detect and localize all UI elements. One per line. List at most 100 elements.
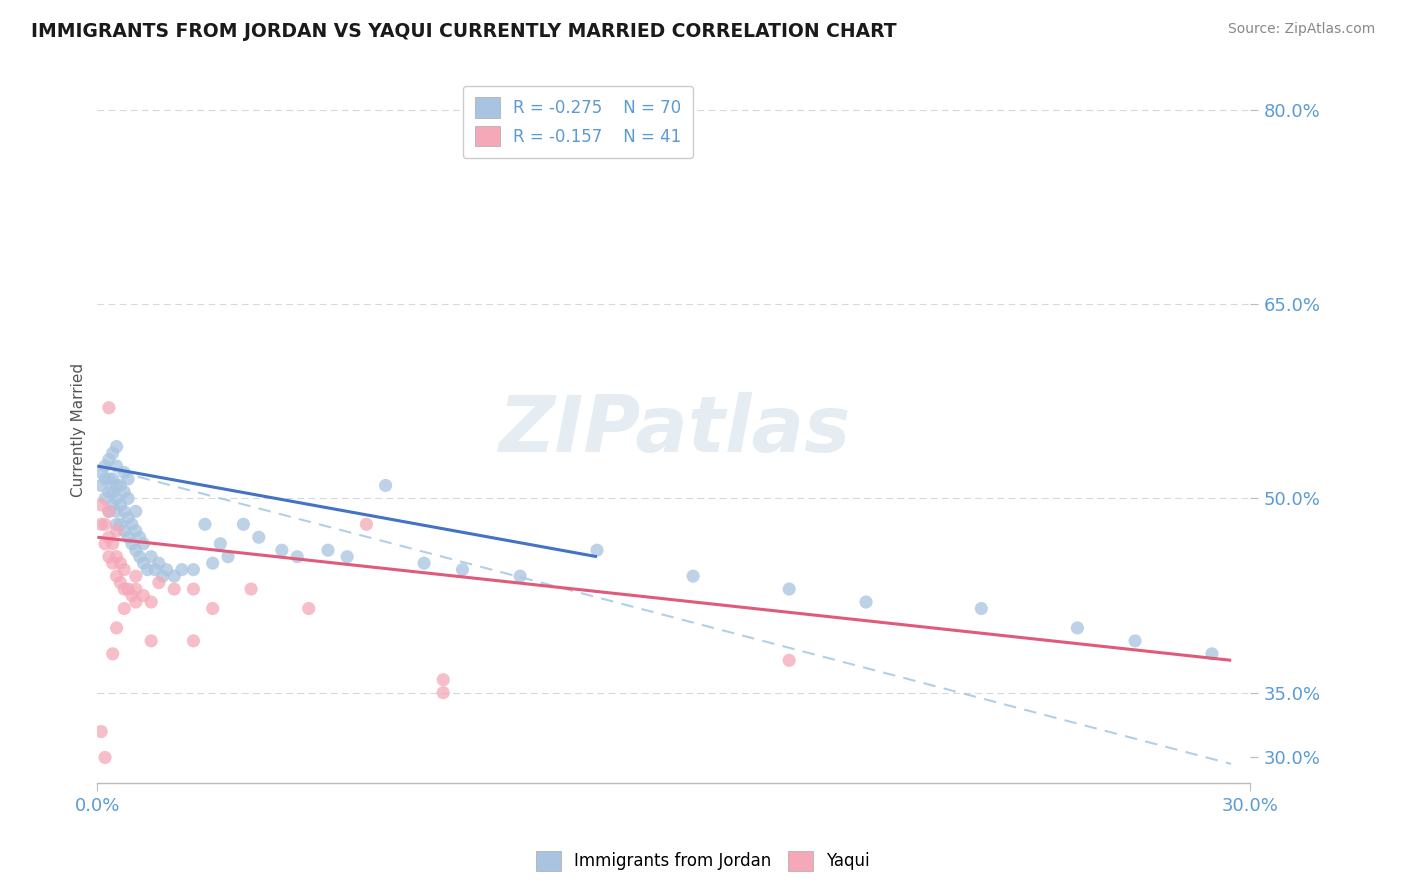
Point xyxy=(94,517,117,532)
Point xyxy=(105,458,128,473)
Point xyxy=(1066,621,1088,635)
Point xyxy=(121,517,143,532)
Point xyxy=(101,537,124,551)
Point xyxy=(125,582,148,596)
Point xyxy=(101,556,124,570)
Point xyxy=(194,517,217,532)
Point xyxy=(90,498,112,512)
Point xyxy=(101,498,124,512)
Point xyxy=(778,582,800,596)
Point xyxy=(94,458,117,473)
Point xyxy=(125,543,148,558)
Point xyxy=(141,633,163,648)
Legend: Immigrants from Jordan, Yaqui: Immigrants from Jordan, Yaqui xyxy=(527,842,879,880)
Point xyxy=(128,530,150,544)
Point xyxy=(112,601,135,615)
Point xyxy=(105,440,128,454)
Point xyxy=(217,549,239,564)
Y-axis label: Currently Married: Currently Married xyxy=(72,363,86,498)
Point xyxy=(105,621,128,635)
Point xyxy=(97,452,120,467)
Point xyxy=(413,556,436,570)
Point xyxy=(163,582,186,596)
Point xyxy=(117,472,139,486)
Point xyxy=(101,484,124,499)
Point xyxy=(97,484,120,499)
Point xyxy=(117,530,139,544)
Point xyxy=(121,537,143,551)
Point xyxy=(105,517,128,532)
Point xyxy=(97,401,120,415)
Point xyxy=(240,582,263,596)
Point xyxy=(90,517,112,532)
Point xyxy=(201,601,224,615)
Point xyxy=(94,537,117,551)
Point xyxy=(778,653,800,667)
Point xyxy=(201,556,224,570)
Point xyxy=(132,556,155,570)
Point xyxy=(112,484,135,499)
Point xyxy=(232,517,254,532)
Point xyxy=(1201,647,1223,661)
Point xyxy=(136,563,159,577)
Point xyxy=(125,524,148,538)
Point xyxy=(298,601,321,615)
Point xyxy=(94,472,117,486)
Legend: R = -0.275    N = 70, R = -0.157    N = 41: R = -0.275 N = 70, R = -0.157 N = 41 xyxy=(463,86,693,158)
Point xyxy=(105,569,128,583)
Point xyxy=(509,569,531,583)
Point xyxy=(855,595,877,609)
Point xyxy=(970,601,993,615)
Point xyxy=(432,686,454,700)
Point xyxy=(105,549,128,564)
Point xyxy=(101,647,124,661)
Point xyxy=(110,575,132,590)
Point xyxy=(110,478,132,492)
Point xyxy=(183,563,205,577)
Point xyxy=(247,530,270,544)
Text: IMMIGRANTS FROM JORDAN VS YAQUI CURRENTLY MARRIED CORRELATION CHART: IMMIGRANTS FROM JORDAN VS YAQUI CURRENTL… xyxy=(31,22,897,41)
Point xyxy=(112,504,135,518)
Point xyxy=(110,498,132,512)
Point xyxy=(285,549,308,564)
Point xyxy=(316,543,339,558)
Point xyxy=(374,478,396,492)
Point xyxy=(94,491,117,506)
Point xyxy=(183,633,205,648)
Point xyxy=(209,537,232,551)
Point xyxy=(682,569,704,583)
Point xyxy=(141,595,163,609)
Point xyxy=(97,549,120,564)
Point xyxy=(105,491,128,506)
Point xyxy=(1123,633,1146,648)
Point xyxy=(451,563,474,577)
Point xyxy=(148,575,170,590)
Point xyxy=(270,543,292,558)
Point xyxy=(90,478,112,492)
Point xyxy=(101,446,124,460)
Point xyxy=(128,549,150,564)
Point xyxy=(112,582,135,596)
Point xyxy=(97,530,120,544)
Point xyxy=(117,582,139,596)
Point xyxy=(586,543,609,558)
Point xyxy=(152,569,174,583)
Point xyxy=(110,556,132,570)
Point xyxy=(432,673,454,687)
Point xyxy=(125,504,148,518)
Point xyxy=(90,724,112,739)
Point xyxy=(97,472,120,486)
Point xyxy=(105,524,128,538)
Point xyxy=(170,563,193,577)
Point xyxy=(121,589,143,603)
Point xyxy=(112,563,135,577)
Point xyxy=(112,466,135,480)
Point xyxy=(336,549,359,564)
Point xyxy=(94,750,117,764)
Point xyxy=(125,595,148,609)
Point xyxy=(163,569,186,583)
Point xyxy=(183,582,205,596)
Point xyxy=(132,589,155,603)
Point xyxy=(112,524,135,538)
Point xyxy=(155,563,177,577)
